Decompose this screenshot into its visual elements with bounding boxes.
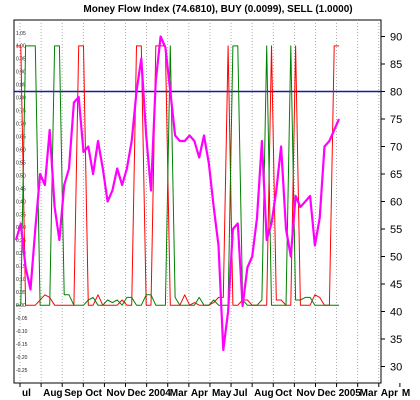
- x-tick-label: Nov: [296, 388, 315, 399]
- left-tick-label: -0.25: [16, 368, 28, 374]
- x-tick-label: 2004: [149, 388, 172, 399]
- x-tick-label: ul: [22, 388, 31, 399]
- left-tick-label: -0.20: [16, 355, 28, 361]
- right-tick-label: 80: [390, 87, 402, 99]
- chart-title: Money Flow Index (74.6810), BUY (0.0099)…: [83, 4, 352, 15]
- x-tick-label: Sep: [64, 388, 82, 399]
- left-tick-label: 0.55: [16, 160, 26, 166]
- x-tick-label: Mar: [360, 388, 378, 399]
- left-tick-label: 0.15: [16, 264, 26, 270]
- left-tick-label: 0.75: [16, 109, 26, 115]
- right-axis: 30 35 40 45 50 55 60 65 70 75 80 85 90: [381, 32, 402, 374]
- left-tick-label: 0.65: [16, 134, 26, 140]
- right-tick-label: 75: [390, 114, 402, 126]
- x-tick-label: May: [212, 388, 232, 399]
- series-layer: [14, 35, 341, 352]
- left-tick-label: 0.70: [16, 122, 26, 128]
- right-tick-label: 70: [390, 142, 402, 154]
- x-tick-label: Dec: [317, 388, 336, 399]
- series-line-1: [16, 45, 339, 306]
- right-tick-label: 55: [390, 224, 402, 236]
- grid-layer: [19, 20, 380, 383]
- left-tick-label: 0.20: [16, 251, 26, 257]
- series-line-2: [16, 45, 339, 306]
- left-tick-label: 0.40: [16, 199, 26, 205]
- left-tick-label: -0.05: [16, 316, 28, 322]
- left-tick-label: 0.45: [16, 186, 26, 192]
- plot-frame: [13, 19, 382, 384]
- x-tick-label: Apr: [191, 388, 208, 399]
- x-tick-label: Apr: [381, 388, 398, 399]
- x-tick-label: Dec: [128, 388, 147, 399]
- right-tick-label: 45: [390, 279, 402, 291]
- x-tick-label: Aug: [43, 388, 62, 399]
- x-tick-label: Jul: [233, 388, 248, 399]
- left-tick-label: 0.60: [16, 147, 26, 153]
- x-tick-label: Oct: [85, 388, 102, 399]
- right-tick-label: 85: [390, 59, 402, 71]
- left-tick-label: -0.10: [16, 329, 28, 335]
- x-tick-label: Oct: [275, 388, 292, 399]
- right-tick-label: 60: [390, 197, 402, 209]
- left-tick-label: 0.00: [16, 303, 26, 309]
- left-tick-label: 0.85: [16, 83, 26, 89]
- left-tick-label: 1.05: [16, 31, 26, 37]
- left-tick-label: 0.50: [16, 173, 26, 179]
- left-tick-label: -0.15: [16, 342, 28, 348]
- left-tick-label: 0.25: [16, 238, 26, 244]
- right-tick-label: 50: [390, 252, 402, 264]
- left-tick-label: 0.35: [16, 212, 26, 218]
- right-tick-label: 40: [390, 307, 402, 319]
- x-tick-label: 2005: [339, 388, 362, 399]
- right-tick-label: 30: [390, 362, 402, 374]
- right-tick-label: 35: [390, 334, 402, 346]
- x-tick-label: Aug: [254, 388, 273, 399]
- left-tick-label: 0.80: [16, 96, 26, 102]
- right-tick-label: 65: [390, 169, 402, 181]
- x-tick-label: Nov: [106, 388, 125, 399]
- right-tick-label: 90: [390, 32, 402, 44]
- x-tick-label: Mar: [170, 388, 188, 399]
- x-tick-label: M: [402, 388, 410, 399]
- series-line-0: [14, 35, 341, 352]
